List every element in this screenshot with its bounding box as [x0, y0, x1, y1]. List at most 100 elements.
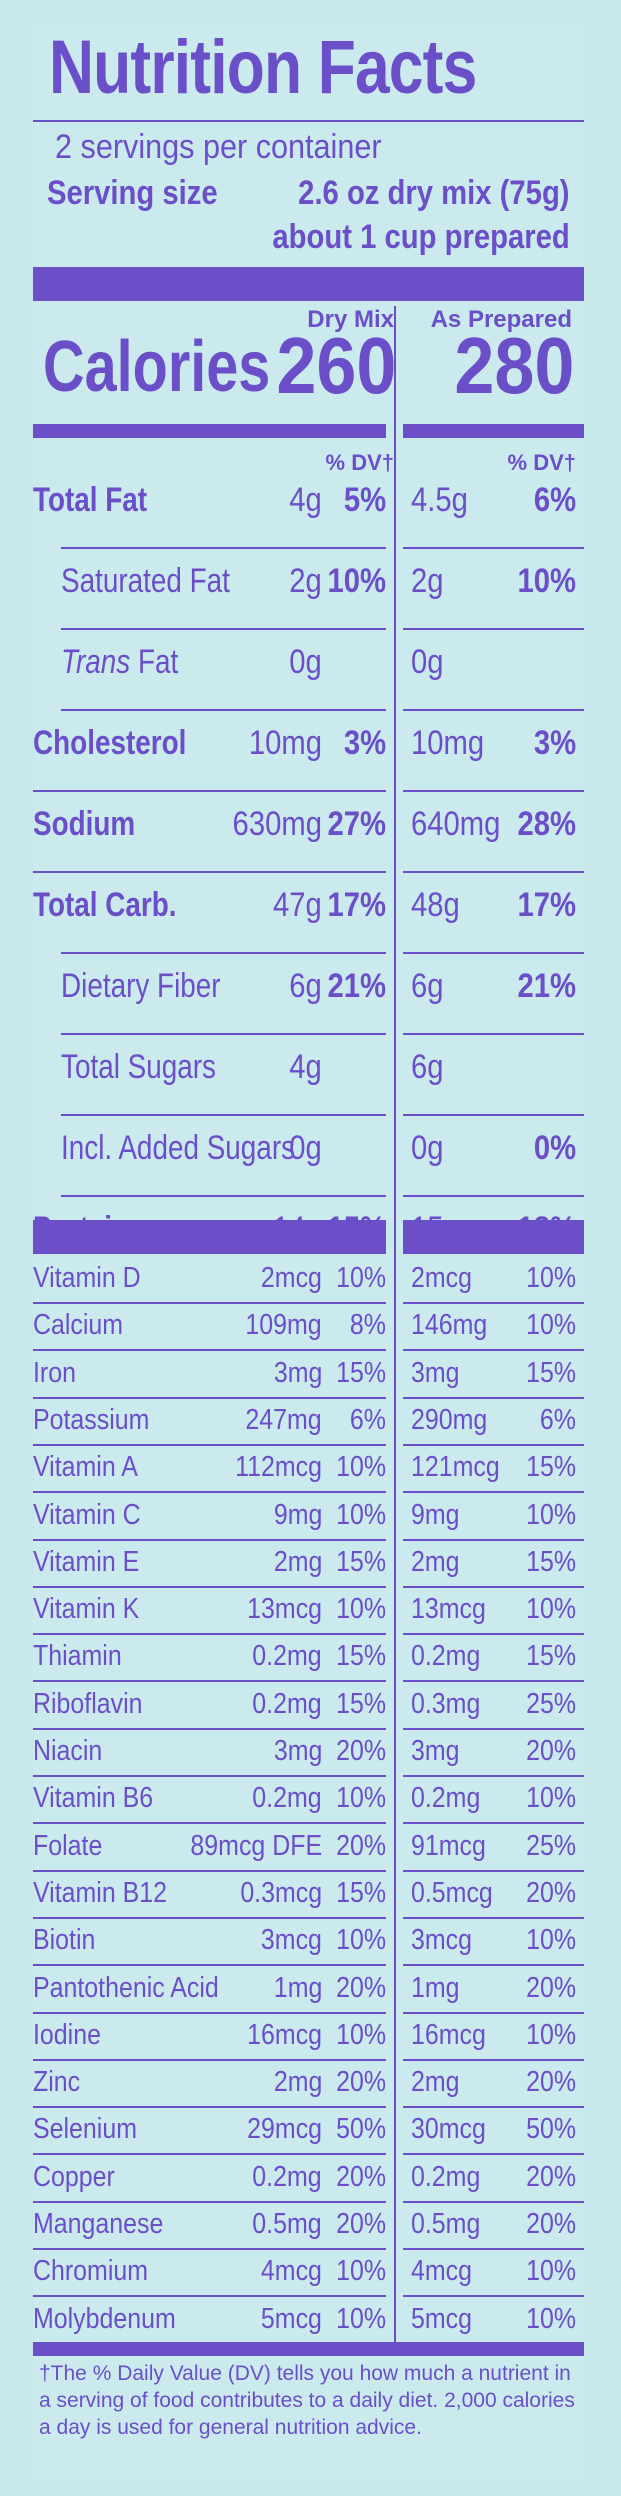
- row-divider: [403, 1033, 584, 1035]
- row-divider: [403, 1964, 584, 1966]
- dry-dv: 15%: [336, 1546, 386, 1578]
- micronutrient-label: Selenium: [33, 2113, 137, 2145]
- nutrient-label-italic: Trans: [61, 643, 131, 681]
- micronutrient-label: Vitamin C: [33, 1499, 141, 1531]
- prepared-dv: 10%: [526, 2303, 576, 2335]
- micronutrient-label: Vitamin K: [33, 1593, 140, 1625]
- dry-dv: 17%: [327, 886, 386, 924]
- micronutrient-row: Vitamin K 13mcg 10% 13mcg 10%: [33, 1593, 584, 1641]
- prepared-amount: 121mcg: [411, 1451, 500, 1483]
- row-divider: [403, 2106, 584, 2108]
- row-divider: [61, 1195, 386, 1197]
- dry-dv: 10%: [336, 2255, 386, 2287]
- dry-amount: 6g: [289, 967, 322, 1005]
- row-divider: [61, 628, 386, 630]
- prepared-amount: 640mg: [411, 805, 501, 843]
- dry-amount: 2g: [289, 562, 322, 600]
- row-divider: [61, 1033, 386, 1035]
- prepared-dv: 20%: [526, 2208, 576, 2240]
- dry-amount: 89mcg DFE: [190, 1830, 322, 1862]
- prepared-amount: 0.2mg: [411, 1640, 481, 1672]
- row-divider: [33, 1397, 386, 1399]
- prepared-amount: 2mcg: [411, 1262, 472, 1294]
- dry-amount: 0.5mg: [252, 2208, 322, 2240]
- prepared-dv: 10%: [526, 2019, 576, 2051]
- micronutrient-row: Zinc 2mg 20% 2mg 20%: [33, 2066, 584, 2114]
- prepared-dv: 17%: [517, 886, 576, 924]
- prepared-dv: 10%: [526, 1782, 576, 1814]
- row-divider: [33, 2106, 386, 2108]
- nutrient-row: Sodium 630mg 27% 640mg 28%: [33, 805, 584, 853]
- row-divider: [61, 1114, 386, 1116]
- row-divider: [33, 2059, 386, 2061]
- row-divider: [403, 709, 584, 711]
- dry-dv: 10%: [336, 1451, 386, 1483]
- row-divider: [33, 1302, 386, 1304]
- dry-amount: 1mg: [273, 1972, 322, 2004]
- thick-divider-micros-dry: [33, 1220, 386, 1254]
- nutrient-row: Trans Fat 0g 0g: [33, 643, 584, 691]
- micronutrient-label: Iodine: [33, 2019, 101, 2051]
- dry-amount: 4g: [289, 481, 322, 519]
- micronutrient-row: Manganese 0.5mg 20% 0.5mg 20%: [33, 2208, 584, 2256]
- row-divider: [33, 2248, 386, 2250]
- prepared-amount: 2mg: [411, 1546, 460, 1578]
- calories-label: Calories: [43, 327, 271, 407]
- prepared-dv: 10%: [526, 1924, 576, 1956]
- row-divider: [403, 1680, 584, 1682]
- dry-amount: 2mg: [273, 1546, 322, 1578]
- dry-amount: 0.2mg: [252, 1688, 322, 1720]
- micronutrient-label: Biotin: [33, 1924, 96, 1956]
- dry-dv: 15%: [336, 1688, 386, 1720]
- dry-amount: 29mcg: [247, 2113, 322, 2145]
- thick-divider-micros-prepared: [403, 1220, 584, 1254]
- prepared-dv: 15%: [526, 1357, 576, 1389]
- prepared-dv: 20%: [526, 1877, 576, 1909]
- prepared-amount: 290mg: [411, 1404, 488, 1436]
- micronutrient-row: Vitamin C 9mg 10% 9mg 10%: [33, 1499, 584, 1547]
- prepared-amount: 0.3mg: [411, 1688, 481, 1720]
- prepared-dv: 10%: [526, 1593, 576, 1625]
- row-divider: [403, 1870, 584, 1872]
- row-divider: [403, 952, 584, 954]
- micronutrient-label: Niacin: [33, 1735, 103, 1767]
- prepared-dv: 25%: [526, 1830, 576, 1862]
- row-divider: [403, 1491, 584, 1493]
- row-divider: [403, 2248, 584, 2250]
- divider: [33, 120, 584, 122]
- prepared-amount: 0.2mg: [411, 2161, 481, 2193]
- micronutrient-row: Pantothenic Acid 1mg 20% 1mg 20%: [33, 1972, 584, 2020]
- row-divider: [403, 1822, 584, 1824]
- dry-dv: 10%: [336, 1924, 386, 1956]
- dry-amount: 5mcg: [261, 2303, 322, 2335]
- micronutrient-row: Copper 0.2mg 20% 0.2mg 20%: [33, 2161, 584, 2209]
- micronutrient-label: Vitamin D: [33, 1262, 141, 1294]
- dry-dv: 20%: [336, 2161, 386, 2193]
- row-divider: [403, 628, 584, 630]
- dry-dv: 6%: [349, 1404, 386, 1436]
- row-divider: [33, 1964, 386, 1966]
- prepared-amount: 0.2mg: [411, 1782, 481, 1814]
- row-divider: [33, 2012, 386, 2014]
- row-divider: [403, 1728, 584, 1730]
- micronutrient-row: Vitamin B6 0.2mg 10% 0.2mg 10%: [33, 1782, 584, 1830]
- nutrient-label: Saturated Fat: [61, 562, 230, 600]
- micronutrient-row: Niacin 3mg 20% 3mg 20%: [33, 1735, 584, 1783]
- dry-amount: 247mg: [245, 1404, 322, 1436]
- dry-dv: 50%: [336, 2113, 386, 2145]
- row-divider: [403, 1917, 584, 1919]
- dry-amount: 0.2mg: [252, 2161, 322, 2193]
- column-divider: [394, 306, 396, 2356]
- nutrient-row: Incl. Added Sugars 0g 0g 0%: [33, 1129, 584, 1177]
- prepared-dv: 0%: [533, 1129, 576, 1167]
- dry-dv: 20%: [336, 1830, 386, 1862]
- prepared-amount: 2g: [411, 562, 444, 600]
- prepared-amount: 30mcg: [411, 2113, 486, 2145]
- row-divider: [33, 1870, 386, 1872]
- micronutrient-label: Manganese: [33, 2208, 164, 2240]
- dry-amount: 0.3mcg: [240, 1877, 322, 1909]
- serving-size-prepared: about 1 cup prepared: [272, 218, 570, 256]
- prepared-dv: 10%: [526, 1499, 576, 1531]
- micronutrient-row: Vitamin B12 0.3mcg 15% 0.5mcg 20%: [33, 1877, 584, 1925]
- micronutrient-row: Molybdenum 5mcg 10% 5mcg 10%: [33, 2303, 584, 2351]
